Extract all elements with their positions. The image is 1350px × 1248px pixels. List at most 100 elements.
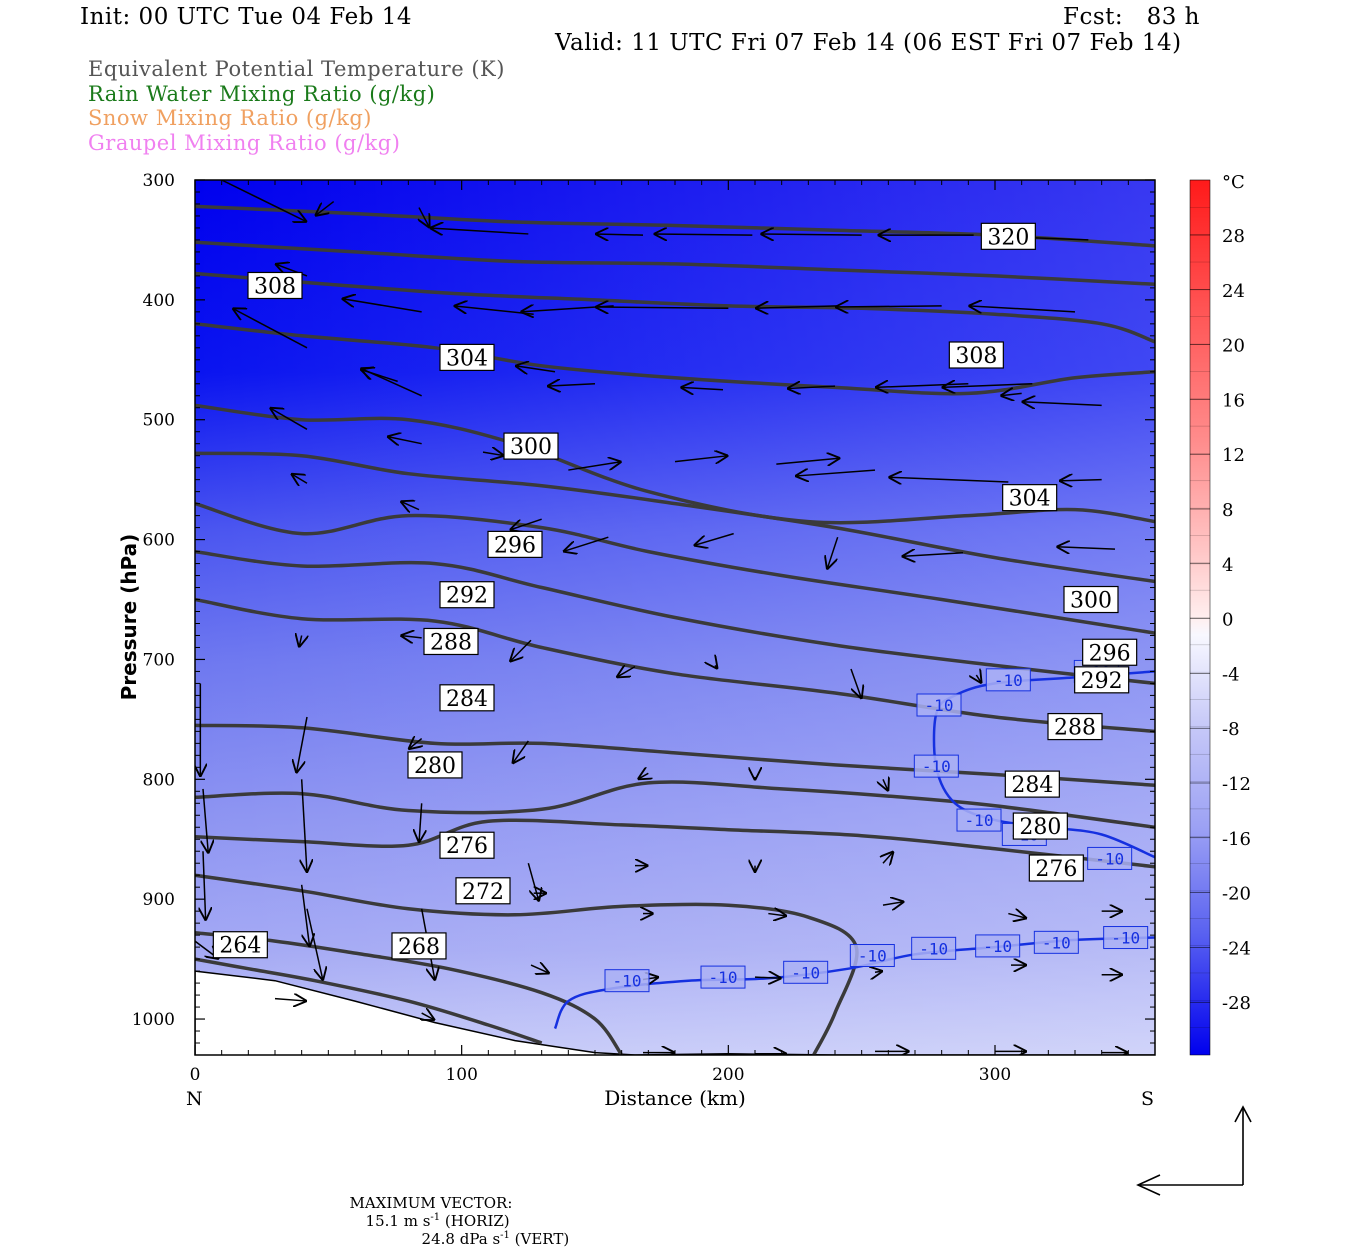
wind-vector	[302, 779, 307, 872]
colorbar-label: 8	[1222, 500, 1233, 521]
wind-vector	[563, 536, 609, 551]
svg-text:304: 304	[1009, 487, 1051, 512]
x-end-label-left: N	[186, 1088, 203, 1110]
wind-vector	[827, 536, 839, 569]
theta-e-label: 284	[439, 684, 495, 712]
wind-vector	[221, 180, 307, 222]
wind-vector	[296, 716, 308, 773]
isotherm-label: -10	[985, 668, 1031, 692]
y-tick-label: 500	[143, 411, 175, 431]
svg-text:292: 292	[1081, 669, 1123, 694]
colorbar-label: 4	[1222, 555, 1233, 576]
wind-vector	[270, 408, 308, 430]
y-tick-label: 800	[143, 770, 175, 790]
wind-vector	[942, 384, 1033, 388]
theta-e-contour-300	[195, 451, 1155, 584]
theta-e-label: 292	[1074, 666, 1130, 694]
colorbar-label: -28	[1222, 993, 1251, 1014]
theta-e-label: 280	[1012, 812, 1068, 840]
wind-vector	[342, 299, 422, 313]
legend-graupel: Graupel Mixing Ratio (g/kg)	[88, 131, 401, 155]
wind-vector	[768, 914, 787, 916]
wind-vector	[674, 456, 728, 462]
wind-vector	[883, 851, 894, 863]
wind-vector	[430, 228, 529, 234]
wind-vector	[882, 902, 904, 906]
wind-vector	[654, 234, 753, 235]
svg-text:-10: -10	[1095, 849, 1124, 868]
theta-e-label: 320	[980, 222, 1036, 250]
svg-text:264: 264	[219, 934, 261, 959]
svg-text:-10: -10	[925, 696, 954, 715]
colorbar-label: -8	[1222, 719, 1240, 740]
svg-text:-10: -10	[983, 937, 1012, 956]
wind-vector	[510, 518, 542, 530]
isotherm-label: -10	[911, 936, 957, 960]
theta-e-contour-296	[195, 501, 1155, 635]
wind-vector	[850, 668, 862, 699]
theta-e-label: 288	[423, 627, 479, 655]
wind-vector	[510, 639, 532, 662]
theta-e-label: 268	[391, 932, 447, 960]
wind-vector	[203, 851, 206, 921]
svg-text:-10: -10	[965, 811, 994, 830]
wind-vector	[547, 384, 596, 386]
wind-vector	[616, 667, 636, 678]
terrain	[195, 970, 1155, 1055]
wind-vector	[694, 532, 734, 546]
svg-text:292: 292	[446, 584, 488, 609]
wind-vector	[306, 908, 323, 981]
wind-vector	[902, 553, 964, 557]
wind-vector	[515, 366, 556, 372]
cross-section-chart: -10 -10 -10 -10 -10 -10 -10 -10 -10 -10 -10 -10 -10 -…	[117, 171, 1252, 1196]
wind-vector	[888, 477, 1009, 482]
svg-text:-10: -10	[613, 972, 642, 991]
theta-e-label: 296	[1082, 638, 1138, 666]
svg-text:300: 300	[1070, 589, 1112, 614]
wind-vector	[835, 306, 942, 307]
theta-e-label: 296	[487, 530, 543, 558]
wind-vector	[232, 308, 308, 349]
svg-text:280: 280	[414, 754, 456, 779]
theta-e-label: 276	[439, 831, 495, 859]
svg-text:-10: -10	[791, 963, 820, 982]
legend-rain-water: Rain Water Mixing Ratio (g/kg)	[88, 82, 436, 106]
max-vector-vertical: 24.8 dPa s-1 (VERT)	[421, 1230, 570, 1248]
max-vector-horizontal: 15.1 m s-1 (HORIZ)	[365, 1212, 510, 1230]
svg-text:308: 308	[955, 344, 997, 369]
isotherm-label: -10	[956, 808, 1002, 832]
theta-e-contour-264	[195, 957, 543, 1045]
colorbar-label: 28	[1222, 226, 1245, 247]
y-tick-label: 900	[143, 890, 175, 910]
isotherm-label: -10	[1033, 930, 1079, 954]
isotherm-label: -10	[700, 965, 746, 989]
footer-max-vector: MAXIMUM VECTOR: 15.1 m s-1 (HORIZ) 24.8 …	[340, 1176, 570, 1248]
wind-vector	[400, 501, 420, 509]
isotherm-label: -10	[916, 693, 962, 717]
svg-text:-10: -10	[922, 757, 951, 776]
wind-vector	[408, 739, 421, 750]
wind-vector	[760, 234, 862, 235]
svg-text:-10: -10	[709, 968, 738, 987]
svg-text:-10: -10	[1042, 933, 1071, 952]
x-tick-label: 100	[445, 1065, 477, 1085]
wind-vector	[360, 368, 422, 397]
wind-vector	[512, 740, 529, 764]
theta-e-contour-312	[195, 271, 1155, 344]
colorbar-label: 20	[1222, 336, 1245, 357]
isotherm-label: -10	[604, 969, 650, 993]
theta-e-label: 308	[247, 271, 303, 299]
wind-vector	[400, 635, 422, 637]
wind-vector	[787, 386, 836, 388]
wind-vector	[715, 665, 718, 669]
wind-vector	[595, 307, 729, 308]
isotherm-label: -10	[913, 754, 959, 778]
svg-text:268: 268	[398, 935, 440, 960]
theta-e-contour-280	[195, 780, 1155, 830]
wind-vector	[680, 387, 724, 389]
theta-e-label: 272	[455, 877, 511, 905]
colorbar-label: 12	[1222, 445, 1245, 466]
theta-e-label: 304	[439, 343, 495, 371]
wind-vector	[482, 452, 504, 456]
colorbar-label: 0	[1222, 610, 1233, 631]
